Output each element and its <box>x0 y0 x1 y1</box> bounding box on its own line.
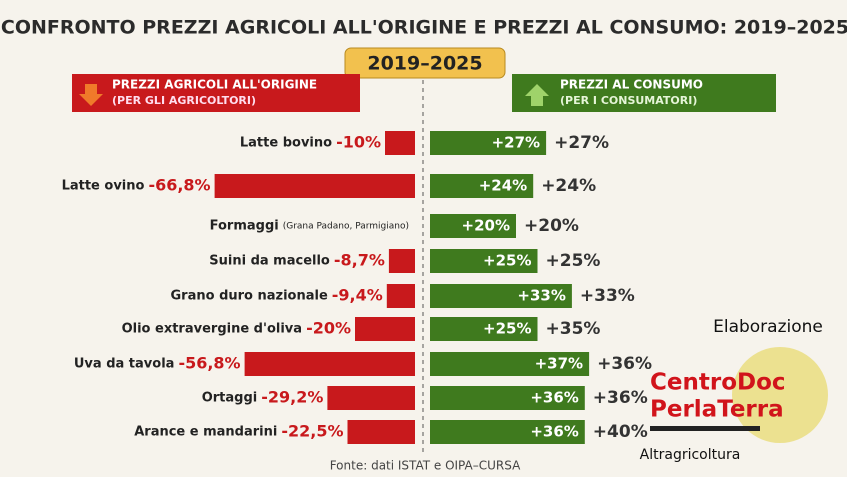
bar <box>430 284 572 308</box>
bar-label: +20% <box>462 217 510 235</box>
left-header <box>72 74 360 112</box>
side-value-label: +24% <box>541 176 596 196</box>
bar-label: +25% <box>483 320 531 338</box>
credit-org: Altragricoltura <box>640 447 741 463</box>
logo-sun <box>732 347 828 443</box>
banner: 2019–2025 <box>367 53 482 75</box>
category-label: Suini da macello <box>209 254 330 269</box>
bar <box>430 174 534 198</box>
bar-label: +24% <box>479 177 527 195</box>
bar-label: +33% <box>517 287 565 305</box>
title: CONFRONTO PREZZI AGRICOLI ALL'ORIGINE E … <box>1 17 847 39</box>
category-label: Ortaggi <box>202 391 258 406</box>
category-label: Grano duro nazionale <box>171 289 328 304</box>
credit-label: Elaborazione <box>713 317 823 337</box>
category-label: Formaggi <box>210 219 279 234</box>
value-label: -66,8% <box>148 176 210 195</box>
category-label: Olio extravergine d'oliva <box>122 322 302 337</box>
down-arrow <box>79 84 103 106</box>
bar <box>430 386 585 410</box>
value-label: -22,5% <box>281 422 343 441</box>
right-header-sub: (PER I CONSUMATORI) <box>560 94 697 107</box>
bar <box>347 420 415 444</box>
bar <box>386 284 415 308</box>
bar <box>327 386 415 410</box>
bar <box>430 420 585 444</box>
bar-label: +37% <box>535 355 583 373</box>
bar-label: +25% <box>483 252 531 270</box>
value-label: -10% <box>336 133 381 152</box>
bar <box>355 317 415 341</box>
side-value-label: +20% <box>524 216 579 236</box>
side-value-label: +36% <box>593 388 648 408</box>
bar <box>244 352 415 376</box>
side-value-label: +36% <box>597 354 652 374</box>
logo-bar <box>650 426 760 431</box>
bar <box>214 174 415 198</box>
value-label: -8,7% <box>334 251 385 270</box>
logo-bottom: PerlaTerra <box>650 397 784 423</box>
bar <box>388 249 415 273</box>
side-value-label: +27% <box>554 133 609 153</box>
bar <box>430 317 538 341</box>
side-value-label: +33% <box>580 286 635 306</box>
value-label: -20% <box>306 319 351 338</box>
bar <box>385 131 415 155</box>
category-label: Latte ovino <box>62 179 145 194</box>
side-value-label: +35% <box>546 319 601 339</box>
banner-box <box>344 47 506 79</box>
side-value-label: +25% <box>546 251 601 271</box>
source: Fonte: dati ISTAT e OIPA–CURSA <box>330 459 521 473</box>
bar-label: +27% <box>492 134 540 152</box>
bar-label: +36% <box>530 423 578 441</box>
right-header <box>512 74 776 112</box>
logo-top: CentroDoc <box>650 370 786 396</box>
value-label: -56,8% <box>178 354 240 373</box>
category-label: Arance e mandarini <box>134 425 277 440</box>
bar <box>430 249 538 273</box>
side-value-label: +40% <box>593 422 648 442</box>
bar-label: +36% <box>530 389 578 407</box>
bar <box>430 352 590 376</box>
bar <box>430 131 547 155</box>
category-label: Uva da tavola <box>74 357 175 372</box>
category-label: Latte bovino <box>240 136 332 151</box>
bar <box>430 214 516 238</box>
right-header-title: PREZZI AL CONSUMO <box>560 78 703 92</box>
up-arrow <box>525 84 549 106</box>
left-header-title: PREZZI AGRICOLI ALL'ORIGINE <box>112 78 317 92</box>
left-header-sub: (PER GLI AGRICOLTORI) <box>112 94 256 107</box>
category-note: (Grana Padano, Parmigiano) <box>283 222 409 232</box>
value-label: -9,4% <box>332 286 383 305</box>
value-label: -29,2% <box>261 388 323 407</box>
